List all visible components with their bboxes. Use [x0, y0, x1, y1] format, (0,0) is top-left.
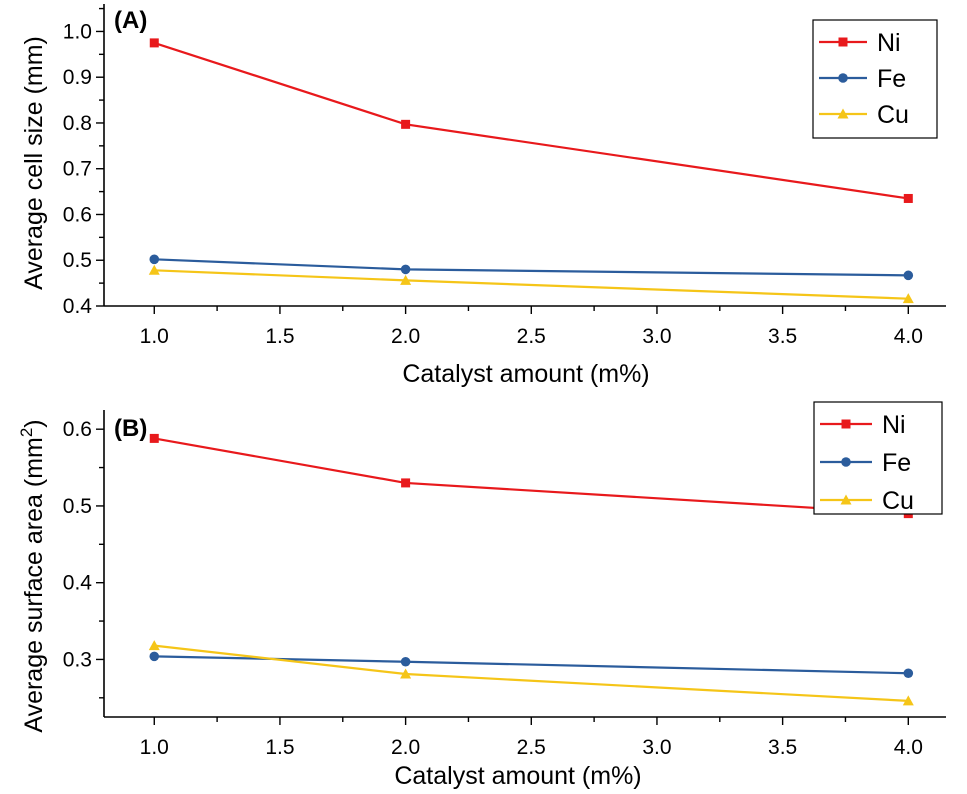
panel-a-x-tick-label: 1.0 [140, 325, 169, 348]
panel-a-y-tick-label: 0.6 [63, 203, 92, 226]
panel-b-y-axis-label: Average surface area (mm2) [17, 419, 48, 732]
panel-a-y-axis-label: Average cell size (mm) [20, 36, 48, 290]
panel-a-legend-cu-label: Cu [877, 101, 909, 129]
panel-a-chart: (A) 1.0 1.5 2.0 2.5 3.0 3.5 4.0 0.4 0.5 0.6 0.7 0.8… [20, 4, 946, 388]
panel-a-series-ni-point [401, 120, 410, 129]
panel-b-x-tick-label: 2.5 [517, 736, 546, 759]
panel-a-y-tick-label: 0.8 [63, 112, 92, 135]
panel-b-x-tick-label: 3.0 [642, 736, 671, 759]
panel-b-chart: (B) 1.0 1.5 2.0 2.5 3.0 3.5 4.0 0.3 0.4 0.5 0.6 Ni F… [17, 402, 946, 790]
panel-a-series-fe-point [903, 271, 913, 281]
panel-b-legend-ni-label: Ni [882, 411, 906, 439]
panel-b-series-ni-point [401, 478, 410, 487]
panel-b-x-tick-label: 3.5 [768, 736, 797, 759]
panel-b-legend-fe-label: Fe [882, 449, 911, 477]
panel-b-series-ni-point [150, 434, 159, 443]
panel-b-legend-fe-marker [841, 457, 851, 467]
panel-a-legend-fe-label: Fe [877, 65, 906, 93]
panel-b-x-tick-label: 1.0 [140, 736, 169, 759]
panel-b-x-axis-label: Catalyst amount (m%) [394, 762, 641, 790]
panel-b-y-tick-label: 0.3 [63, 648, 92, 671]
panel-b-y-axis-label-tail: ) [20, 419, 48, 427]
panel-b-y-tick-label: 0.4 [63, 572, 93, 595]
panel-b-legend: Ni Fe Cu [814, 402, 942, 515]
panel-a-series-ni-line [154, 43, 908, 199]
panel-b-series-cu-line [154, 646, 908, 701]
panel-a-x-tick-label: 3.5 [768, 325, 797, 348]
panel-a-y-axis-label-main: Average cell size (mm) [20, 36, 48, 290]
panel-b-x-tick-label: 1.5 [265, 736, 294, 759]
panel-b-y-axis-label-superscript: 2 [17, 428, 36, 437]
panel-b-legend-box [814, 402, 942, 514]
panel-a-x-tick-label: 3.0 [642, 325, 671, 348]
panel-a-series-ni-point [904, 194, 913, 203]
panel-a-x-tick-label: 2.0 [391, 325, 420, 348]
panel-a-label: (A) [114, 7, 147, 34]
panel-a-y-tick-label: 0.7 [63, 158, 92, 181]
panel-b-x-tick-label: 4.0 [894, 736, 923, 759]
panel-a-legend-ni-label: Ni [877, 29, 901, 57]
panel-a-series-fe-point [149, 255, 159, 265]
panel-b-x-tick-label: 2.0 [391, 736, 420, 759]
panel-a-series-fe-line [154, 259, 908, 275]
panel-a-legend: Ni Fe Cu [813, 20, 937, 138]
panel-a-y-tick-label: 1.0 [63, 20, 92, 43]
panel-b-legend-ni-marker [842, 420, 851, 429]
panel-a-x-axis-label: Catalyst amount (m%) [402, 360, 649, 388]
panel-b-series-fe-point [903, 668, 913, 678]
panel-a-series-ni-point [150, 38, 159, 47]
panel-b-y-tick-label: 0.6 [63, 418, 92, 441]
panel-a-x-tick-label: 4.0 [894, 325, 923, 348]
panel-a-series-fe-point [401, 265, 411, 275]
panel-b-y-axis-label-main: Average surface area (mm [20, 437, 48, 733]
panel-b-series-ni-line [154, 438, 908, 513]
panel-b-label: (B) [114, 415, 147, 442]
panel-b-plot: 1.0 1.5 2.0 2.5 3.0 3.5 4.0 0.3 0.4 0.5 0.6 Ni Fe Cu [63, 402, 946, 759]
panel-a-legend-fe-marker [838, 73, 848, 83]
panel-a-y-tick-label: 0.5 [63, 249, 92, 272]
panel-b-y-tick-label: 0.5 [63, 495, 92, 518]
panel-a-y-tick-label: 0.4 [63, 295, 93, 318]
panel-a-y-tick-label: 0.9 [63, 66, 92, 89]
panel-a-x-tick-label: 1.5 [265, 325, 294, 348]
panel-b-series-fe-point [401, 657, 411, 667]
panel-b-legend-cu-label: Cu [882, 487, 914, 515]
panel-a-plot: 1.0 1.5 2.0 2.5 3.0 3.5 4.0 0.4 0.5 0.6 0.7 0.8 0.9 1… [63, 4, 946, 348]
panel-a-x-tick-label: 2.5 [517, 325, 546, 348]
panel-a-legend-ni-marker [839, 38, 848, 47]
panel-b-series-fe-point [149, 652, 159, 662]
